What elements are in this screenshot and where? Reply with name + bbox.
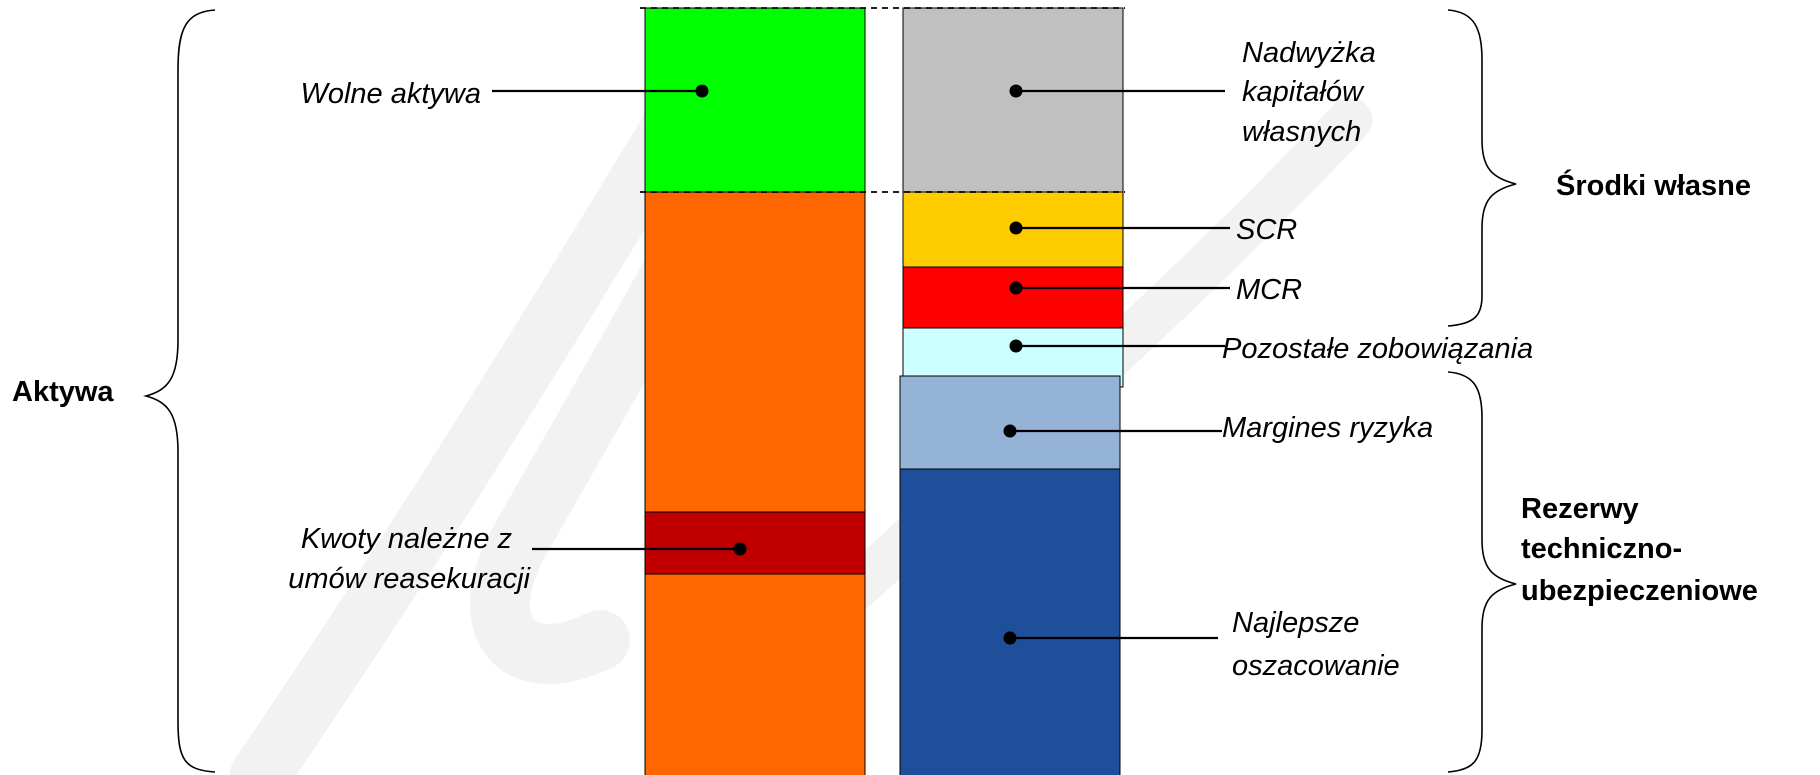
leader-lines xyxy=(492,84,1230,645)
rezerwy-brace xyxy=(1447,371,1517,773)
mcr-block xyxy=(902,266,1124,329)
label-najlepsze-line2: oszacowanie xyxy=(1232,650,1400,682)
label-kwoty-line1: Kwoty należne z xyxy=(301,523,513,555)
dot-kwoty xyxy=(733,542,747,556)
dot-nadwyzka xyxy=(1009,84,1023,98)
aktywa-block-upper xyxy=(644,191,866,513)
kwoty-reasekuracji-block xyxy=(644,511,866,575)
assets-column xyxy=(644,7,866,775)
srodki-wlasne-brace xyxy=(1447,9,1517,327)
group-rezerwy-line1: Rezerwy xyxy=(1521,493,1639,525)
aktywa-block-lower xyxy=(644,573,866,775)
label-margines: Margines ryzyka xyxy=(1222,412,1433,444)
dot-mcr xyxy=(1009,281,1023,295)
liabilities-column xyxy=(899,7,1124,775)
group-aktywa: Aktywa xyxy=(12,376,114,408)
label-nadwyzka-line2: kapitałów xyxy=(1242,76,1365,108)
label-kwoty-line2: umów reasekuracji xyxy=(288,563,531,595)
label-wolne-aktywa: Wolne aktywa xyxy=(300,78,481,110)
dot-pozostale xyxy=(1009,339,1023,353)
group-srodki-wlasne: Środki własne xyxy=(1556,168,1751,202)
group-rezerwy-line2: techniczno- xyxy=(1521,533,1682,565)
dot-margines xyxy=(1003,424,1017,438)
najlepsze-oszacowanie-block xyxy=(899,468,1121,775)
nadwyzka-block xyxy=(902,7,1124,193)
dot-najlepsze xyxy=(1003,631,1017,645)
label-scr: SCR xyxy=(1236,214,1297,246)
label-nadwyzka-line1: Nadwyżka xyxy=(1242,37,1376,69)
label-nadwyzka-line3: własnych xyxy=(1242,116,1361,148)
dot-wolne-aktywa xyxy=(695,84,709,98)
margines-ryzyka-block xyxy=(899,375,1121,470)
wolne-aktywa-block xyxy=(644,7,866,193)
aktywa-brace xyxy=(142,9,216,773)
group-rezerwy-line3: ubezpieczeniowe xyxy=(1521,575,1758,607)
label-mcr: MCR xyxy=(1236,274,1302,306)
label-pozostale: Pozostałe zobowiązania xyxy=(1222,333,1533,365)
dot-scr xyxy=(1009,221,1023,235)
label-najlepsze-line1: Najlepsze xyxy=(1232,607,1359,639)
